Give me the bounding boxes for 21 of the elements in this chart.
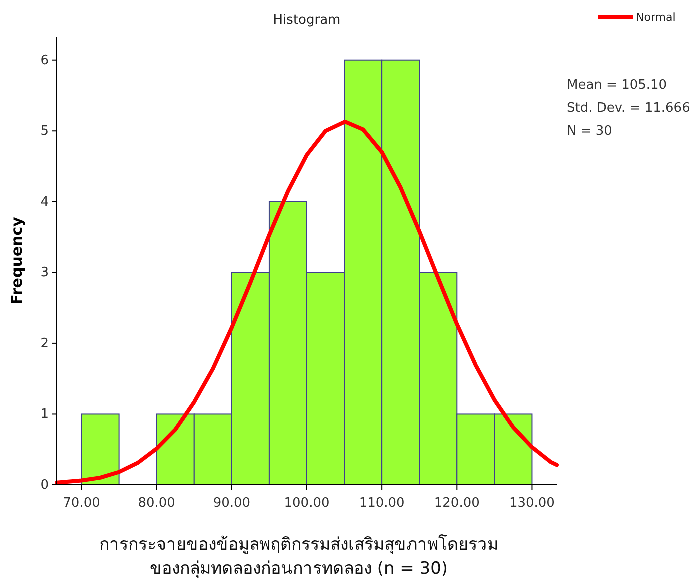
x-tick-label: 110.00 [359,496,405,511]
x-tick-label: 100.00 [284,496,330,511]
y-tick-label: 2 [40,336,49,352]
y-tick-label: 0 [40,478,49,493]
chart-title: Histogram [273,13,341,28]
x-axis-title: การกระจายของข้อมูลพฤติกรรมส่งเสริมสุขภาพโดยรวม ของกลุ่มทดลองก่อนการทดลอง (n = 30) [100,534,498,579]
y-tick-label: 4 [40,194,49,210]
y-tick-label: 3 [40,266,49,281]
text: Std. Dev. = 11.666 [567,101,690,116]
text: Mean = 105.10 [567,78,668,93]
x-tick-label: 70.00 [63,496,100,511]
legend-label: Normal [636,11,676,24]
y-axis-title: Frequency [8,216,26,305]
text: N = 30 [567,124,612,139]
y-tick-label: 1 [40,407,49,422]
x-tick-label: 120.00 [434,496,480,511]
y-tick-label: 5 [40,124,49,140]
x-tick-label: 80.00 [138,496,176,511]
x-tick-label: 90.00 [213,496,251,511]
y-tick-label: 6 [40,53,49,68]
x-tick-label: 130.00 [509,496,555,511]
